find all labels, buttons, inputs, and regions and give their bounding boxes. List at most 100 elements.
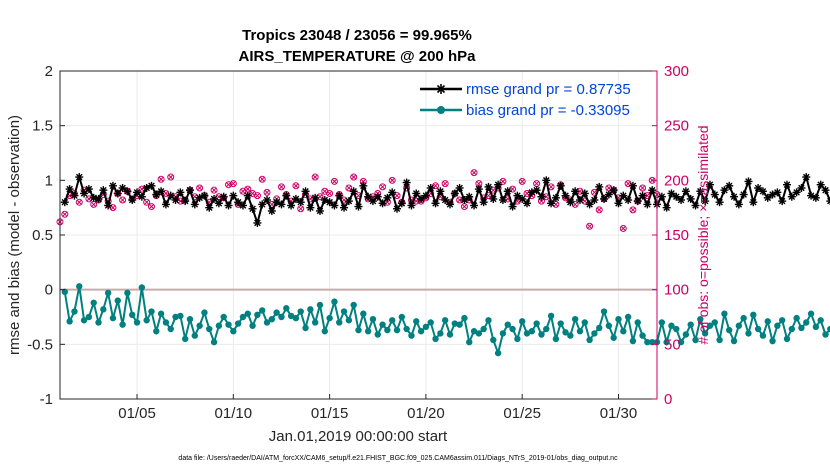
bias-point	[518, 318, 526, 325]
rmse-point	[773, 188, 782, 197]
rmse-point	[65, 185, 74, 194]
rmse-point	[340, 203, 349, 212]
bias-point	[759, 332, 767, 339]
bias-point	[711, 319, 718, 326]
rmse-point	[166, 191, 175, 200]
rmse-point	[811, 193, 820, 202]
rmse-point	[267, 206, 276, 215]
bias-point	[547, 312, 555, 320]
rmse-point	[595, 182, 604, 191]
rmse-point	[547, 199, 556, 208]
bias-point	[417, 328, 425, 335]
rmse-point	[354, 202, 363, 211]
rmse-point	[190, 200, 199, 209]
bias-point	[311, 319, 319, 326]
rmse-point	[614, 199, 623, 208]
rmse-point	[200, 191, 209, 200]
obs-count-marker	[119, 196, 127, 204]
y2-tick-label: 100	[664, 282, 689, 299]
bias-point	[326, 314, 333, 322]
rmse-point	[696, 187, 705, 196]
rmse-point	[335, 191, 344, 200]
bias-point	[490, 336, 497, 344]
rmse-point	[710, 190, 719, 199]
bias-point	[157, 310, 165, 317]
bias-point	[682, 331, 690, 338]
bias-point	[316, 301, 324, 309]
bias-point	[331, 298, 338, 305]
bias-point	[292, 314, 300, 322]
bias-point	[268, 315, 276, 323]
bias-point	[677, 338, 685, 346]
rmse-point	[181, 197, 190, 206]
bias-point	[692, 336, 699, 344]
bias-point	[466, 338, 473, 346]
x-tick-label: 01/05	[118, 405, 156, 422]
bias-series-line	[63, 286, 830, 357]
rmse-point	[494, 180, 503, 189]
rmse-point	[330, 201, 339, 210]
rmse-point	[633, 197, 642, 206]
rmse-point	[161, 200, 170, 209]
bias-point	[177, 312, 184, 320]
bias-point	[148, 308, 155, 315]
obs-count-marker	[388, 176, 396, 184]
bias-point	[475, 330, 483, 337]
bias-point	[398, 313, 406, 321]
obs-count-marker	[629, 206, 637, 214]
rmse-point	[720, 186, 729, 195]
bias-point	[735, 322, 743, 329]
obs-count-marker	[350, 173, 358, 181]
bias-point	[360, 310, 367, 317]
bias-point	[754, 325, 762, 333]
rmse-point	[157, 187, 166, 196]
bias-point	[427, 319, 434, 326]
bias-point	[624, 313, 632, 321]
bias-point	[764, 318, 771, 325]
rmse-point	[537, 192, 546, 201]
obs-count-marker	[167, 173, 175, 181]
bias-point	[817, 317, 824, 324]
bias-point	[90, 299, 97, 306]
rmse-point	[99, 186, 108, 195]
obs-count-marker	[595, 206, 603, 214]
bias-point	[470, 328, 478, 335]
bias-point	[750, 311, 757, 319]
bias-point	[499, 330, 507, 337]
bias-point	[769, 337, 776, 345]
rmse-point	[624, 196, 633, 205]
x-axis-label: Jan.01,2019 00:00:00 start	[269, 428, 448, 445]
bias-point	[297, 308, 304, 315]
y2-tick-label: 50	[664, 336, 681, 353]
rmse-point	[551, 193, 560, 202]
bias-point	[620, 328, 627, 335]
rmse-point	[296, 198, 305, 207]
obs-count-marker	[345, 184, 353, 192]
y-tick-label: 2	[45, 63, 53, 80]
rmse-point	[648, 186, 657, 195]
rmse-point	[325, 198, 334, 207]
bias-point	[364, 328, 372, 335]
rmse-point	[311, 193, 320, 202]
bias-point	[66, 318, 73, 325]
obs-count-marker	[330, 177, 338, 185]
rmse-point	[643, 200, 652, 209]
bias-point	[172, 313, 179, 321]
bias-point	[273, 309, 280, 316]
rmse-point	[575, 196, 584, 205]
bias-point	[379, 321, 386, 328]
bias-point	[634, 319, 641, 326]
bias-point	[552, 335, 560, 343]
bias-point	[494, 349, 502, 357]
bias-point	[307, 306, 314, 313]
rmse-point	[94, 194, 103, 203]
rmse-point	[243, 191, 252, 200]
legend: rmse grand pr = 0.87735 bias grand pr = …	[420, 81, 631, 119]
rmse-point	[590, 196, 599, 205]
bias-point	[706, 322, 714, 329]
rmse-point	[542, 176, 551, 185]
x-tick-label: 01/25	[503, 405, 541, 422]
rmse-point	[320, 196, 329, 205]
rmse-point	[238, 201, 247, 210]
rmse-point	[474, 185, 483, 194]
